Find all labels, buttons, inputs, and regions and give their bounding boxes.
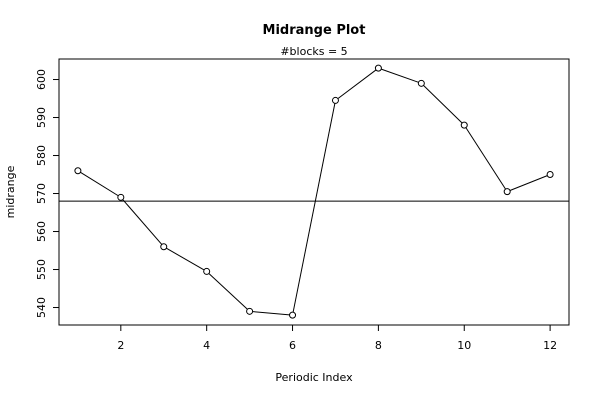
chart-subtitle: #blocks = 5 bbox=[280, 45, 347, 58]
y-tick-label: 590 bbox=[35, 107, 48, 128]
series-segment bbox=[122, 199, 163, 245]
x-tick-label: 2 bbox=[117, 339, 124, 352]
data-point bbox=[331, 96, 339, 104]
x-axis-label: Periodic Index bbox=[275, 371, 353, 384]
data-point bbox=[160, 243, 168, 251]
x-tick-label: 10 bbox=[457, 339, 471, 352]
x-tick-label: 4 bbox=[203, 339, 210, 352]
series-segment bbox=[423, 85, 463, 124]
series-layer bbox=[74, 64, 554, 319]
data-point bbox=[246, 307, 254, 315]
y-tick-label: 550 bbox=[35, 259, 48, 280]
data-point bbox=[289, 311, 297, 319]
data-point bbox=[546, 171, 554, 179]
y-tick-label: 580 bbox=[35, 145, 48, 166]
data-point bbox=[503, 188, 511, 196]
series-segment bbox=[80, 171, 119, 197]
series-segment bbox=[292, 103, 336, 313]
series-segment bbox=[252, 311, 290, 316]
series-segment bbox=[208, 273, 248, 310]
series-segment bbox=[509, 175, 548, 191]
chart-title: Midrange Plot bbox=[263, 23, 366, 38]
series-segment bbox=[166, 247, 205, 271]
y-tick-label: 600 bbox=[35, 69, 48, 90]
series-segment bbox=[337, 69, 377, 100]
data-point bbox=[203, 267, 211, 275]
x-tick-label: 12 bbox=[543, 339, 557, 352]
data-point bbox=[417, 79, 425, 87]
data-point bbox=[117, 193, 125, 201]
x-tick-label: 6 bbox=[289, 339, 296, 352]
series-segment bbox=[381, 68, 419, 83]
y-axis-label: midrange bbox=[4, 165, 17, 218]
y-tick-label: 560 bbox=[35, 221, 48, 242]
y-tick-label: 540 bbox=[35, 297, 48, 318]
plot-frame bbox=[58, 58, 570, 326]
x-tick-label: 8 bbox=[375, 339, 382, 352]
y-tick-label: 570 bbox=[35, 183, 48, 204]
data-point bbox=[460, 121, 468, 129]
series-segment bbox=[465, 127, 506, 190]
data-point bbox=[74, 167, 82, 175]
data-point bbox=[374, 64, 382, 72]
x-axis: 2 4 6 8 10 12 bbox=[117, 325, 557, 352]
y-axis: 540 550 560 570 580 590 600 bbox=[35, 69, 59, 318]
